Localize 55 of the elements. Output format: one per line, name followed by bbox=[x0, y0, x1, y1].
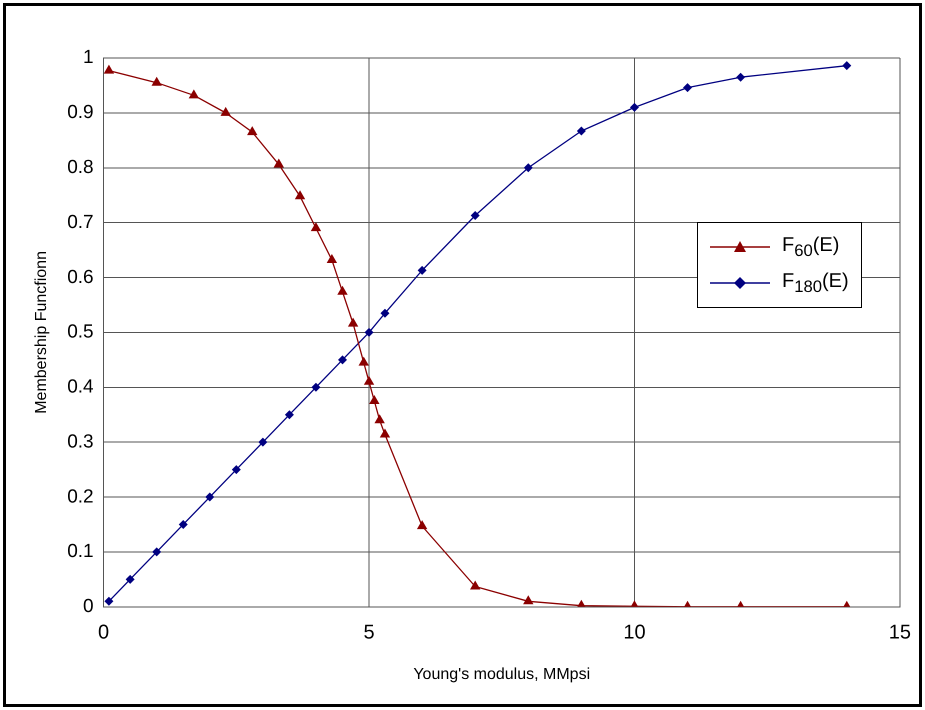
y-axis-title: Membership Funcfionn bbox=[33, 251, 50, 414]
point bbox=[470, 211, 480, 220]
point bbox=[369, 395, 380, 404]
point bbox=[152, 76, 162, 86]
point bbox=[470, 580, 480, 590]
x-tick-label: 5 bbox=[363, 621, 375, 644]
y-tick-label: 1 bbox=[83, 47, 94, 68]
y-tick-label: 0.2 bbox=[67, 486, 94, 508]
x-tick-label: 10 bbox=[623, 621, 646, 644]
y-tick-label: 0 bbox=[83, 596, 94, 618]
point bbox=[736, 72, 746, 82]
point bbox=[380, 308, 390, 318]
point bbox=[258, 438, 268, 447]
y-tick-label: 0.1 bbox=[67, 541, 94, 562]
legend-label: F$_{60}$(E) bbox=[782, 234, 840, 260]
y-tick-label: 0.4 bbox=[67, 376, 94, 398]
y-tick-label: 0.8 bbox=[67, 156, 94, 178]
point bbox=[364, 376, 374, 385]
point bbox=[524, 163, 533, 172]
point bbox=[274, 158, 284, 168]
x-tick-label: 0 bbox=[98, 621, 110, 644]
point bbox=[358, 356, 369, 366]
point bbox=[842, 61, 852, 70]
point bbox=[630, 102, 639, 112]
point bbox=[126, 574, 135, 584]
point bbox=[152, 547, 162, 556]
x-axis-title: Young's modulus, MMpsi bbox=[413, 666, 590, 683]
y-tick-label: 0.3 bbox=[67, 431, 94, 452]
point bbox=[683, 83, 692, 92]
point bbox=[416, 520, 428, 530]
point bbox=[104, 64, 114, 74]
point bbox=[294, 190, 306, 200]
point bbox=[178, 520, 188, 529]
point bbox=[338, 355, 347, 364]
x-tick-label: 15 bbox=[888, 621, 911, 644]
point bbox=[348, 318, 358, 327]
point bbox=[247, 126, 258, 136]
point bbox=[337, 286, 348, 295]
point bbox=[284, 410, 294, 420]
point bbox=[380, 428, 390, 438]
point bbox=[188, 89, 200, 98]
y-tick-label: 0.5 bbox=[67, 322, 94, 343]
y-tick-label: 0.7 bbox=[67, 212, 94, 233]
point bbox=[326, 254, 338, 263]
point bbox=[523, 595, 534, 604]
point bbox=[310, 222, 322, 232]
point bbox=[311, 382, 320, 392]
point bbox=[220, 106, 231, 116]
point bbox=[364, 328, 374, 337]
y-tick-label: 0.9 bbox=[67, 102, 94, 124]
legend-label: F$_{180}$(E) bbox=[782, 270, 849, 296]
point bbox=[576, 126, 586, 136]
point bbox=[374, 414, 385, 424]
point bbox=[418, 266, 427, 275]
y-tick-label: 0.6 bbox=[67, 266, 94, 288]
